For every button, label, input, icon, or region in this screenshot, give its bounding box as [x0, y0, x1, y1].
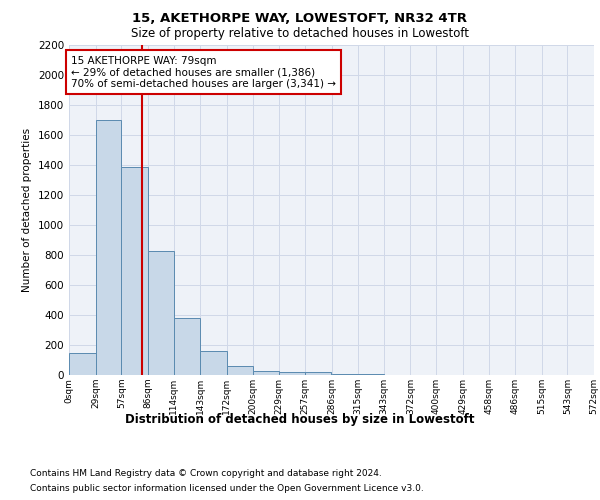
Bar	[279, 372, 305, 375]
Text: Distribution of detached houses by size in Lowestoft: Distribution of detached houses by size …	[125, 412, 475, 426]
Bar	[148, 250, 173, 375]
Bar	[69, 352, 95, 375]
Text: Size of property relative to detached houses in Lowestoft: Size of property relative to detached ho…	[131, 28, 469, 40]
Bar	[305, 372, 331, 375]
Bar	[358, 374, 384, 375]
Bar	[121, 166, 148, 375]
Text: Contains HM Land Registry data © Crown copyright and database right 2024.: Contains HM Land Registry data © Crown c…	[30, 469, 382, 478]
Bar	[173, 318, 200, 375]
Y-axis label: Number of detached properties: Number of detached properties	[22, 128, 32, 292]
Bar	[95, 120, 121, 375]
Bar	[200, 351, 227, 375]
Bar	[253, 370, 279, 375]
Text: 15, AKETHORPE WAY, LOWESTOFT, NR32 4TR: 15, AKETHORPE WAY, LOWESTOFT, NR32 4TR	[133, 12, 467, 26]
Text: Contains public sector information licensed under the Open Government Licence v3: Contains public sector information licen…	[30, 484, 424, 493]
Bar	[227, 366, 253, 375]
Bar	[331, 374, 358, 375]
Text: 15 AKETHORPE WAY: 79sqm
← 29% of detached houses are smaller (1,386)
70% of semi: 15 AKETHORPE WAY: 79sqm ← 29% of detache…	[71, 56, 336, 88]
